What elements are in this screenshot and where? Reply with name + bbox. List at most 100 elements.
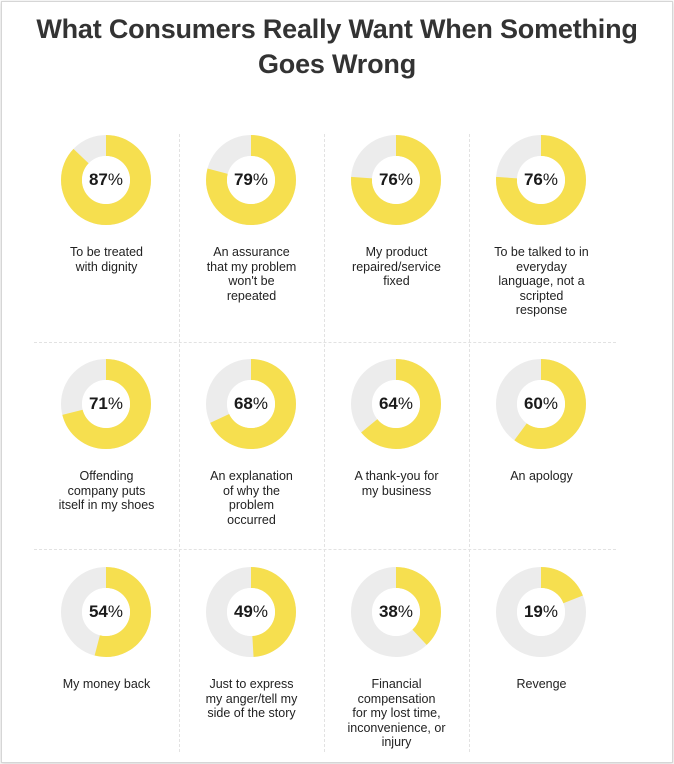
percent-value: 54 <box>88 602 108 621</box>
donut-hole <box>517 588 565 636</box>
grid-divider <box>34 549 616 550</box>
percent-sign: % <box>107 170 124 189</box>
category-label-line: Financial <box>371 677 422 691</box>
percent-label: 76% <box>351 135 441 225</box>
category-label-line: injury <box>381 735 412 749</box>
category-label-line: itself in my shoes <box>58 498 155 512</box>
donut-hole <box>82 156 130 204</box>
percent-label: 38% <box>351 567 441 657</box>
category-label: An apology <box>469 469 614 484</box>
percent-label: 19% <box>496 567 586 657</box>
donut-value-arc <box>61 135 151 225</box>
percent-label: 68% <box>206 359 296 449</box>
percent-value: 49 <box>233 602 253 621</box>
donut-chart: 87% <box>61 135 151 225</box>
category-label: Just to express my anger/tell my side of t… <box>179 677 324 721</box>
grid-divider <box>469 134 470 752</box>
donut-chart: 71% <box>61 359 151 449</box>
donut-svg <box>61 359 151 449</box>
grid-divider <box>324 134 325 752</box>
percent-sign: % <box>542 394 559 413</box>
donut-value-arc <box>496 359 586 449</box>
percent-sign: % <box>252 394 269 413</box>
donut-value-arc <box>61 359 151 449</box>
donut-hole <box>517 156 565 204</box>
donut-hole <box>82 380 130 428</box>
category-label-line: My product <box>365 245 428 259</box>
donut-svg <box>496 567 586 657</box>
donut-svg <box>206 135 296 225</box>
donut-value-arc <box>206 135 296 225</box>
percent-sign: % <box>397 170 414 189</box>
donut-chart: 38% <box>351 567 441 657</box>
percent-sign: % <box>107 602 124 621</box>
donut-value-arc <box>351 359 441 449</box>
percent-label: 60% <box>496 359 586 449</box>
percent-sign: % <box>252 602 269 621</box>
donut-chart: 64% <box>351 359 441 449</box>
donut-value-arc <box>206 359 296 449</box>
donut-hole <box>372 588 420 636</box>
category-label-line: occurred <box>227 512 276 527</box>
category-label-line: won't be <box>228 274 275 288</box>
category-label-line: for my lost time, <box>352 706 441 720</box>
category-label-line: that my problem <box>206 259 297 274</box>
category-label-line: A thank-you for <box>354 469 439 483</box>
donut-chart: 68% <box>206 359 296 449</box>
category-label-line: repaired/service <box>352 259 441 274</box>
title-line: What Consumers Really Want When Somethin… <box>36 14 638 44</box>
donut-value-arc <box>351 567 441 657</box>
percent-label: 49% <box>206 567 296 657</box>
category-label: To be treated with dignity <box>34 245 179 274</box>
donut-hole <box>227 588 275 636</box>
category-label-line: Just to express <box>209 677 294 691</box>
donut-hole <box>517 380 565 428</box>
donut-chart: 49% <box>206 567 296 657</box>
donut-chart: 54% <box>61 567 151 657</box>
title-line: Goes Wrong <box>257 49 416 79</box>
percent-label: 87% <box>61 135 151 225</box>
category-label-line: side of the story <box>207 706 296 720</box>
category-label-line: To be talked to in <box>494 245 589 259</box>
category-label-line: An assurance <box>213 245 290 259</box>
percent-value: 76 <box>523 170 543 189</box>
percent-value: 87 <box>88 170 108 189</box>
percent-value: 76 <box>378 170 398 189</box>
category-label-line: An explanation <box>210 469 293 483</box>
donut-svg <box>206 567 296 657</box>
category-label: An assurance that my problem won't be repea… <box>179 245 324 303</box>
percent-sign: % <box>397 394 414 413</box>
percent-label: 64% <box>351 359 441 449</box>
donut-svg <box>351 359 441 449</box>
category-label-line: repeated <box>226 288 277 303</box>
percent-value: 68 <box>233 394 253 413</box>
category-label: An explanation of why the problem occurred <box>179 469 324 527</box>
category-label: Financial compensation for my lost time, in… <box>324 677 469 750</box>
percent-label: 54% <box>61 567 151 657</box>
percent-label: 79% <box>206 135 296 225</box>
category-label: Revenge <box>469 677 614 692</box>
percent-sign: % <box>542 602 559 621</box>
category-label-line: response <box>515 303 568 317</box>
donut-hole <box>372 156 420 204</box>
percent-value: 60 <box>523 394 543 413</box>
donut-value-arc <box>496 135 586 225</box>
percent-sign: % <box>252 170 269 189</box>
donut-value-arc <box>351 135 441 225</box>
donut-svg <box>61 567 151 657</box>
percent-label: 71% <box>61 359 151 449</box>
category-label-line: inconvenience, or <box>347 720 446 735</box>
percent-sign: % <box>542 170 559 189</box>
donut-value-arc <box>61 567 151 657</box>
percent-sign: % <box>107 394 124 413</box>
category-label-line: To be treated <box>70 245 143 259</box>
category-label: Offending company puts itself in my shoes <box>34 469 179 513</box>
percent-value: 79 <box>233 170 253 189</box>
category-label-line: company puts <box>67 483 146 498</box>
donut-svg <box>61 135 151 225</box>
category-label: To be talked to in everyday language, not … <box>469 245 614 318</box>
donut-svg <box>351 135 441 225</box>
donut-svg <box>206 359 296 449</box>
